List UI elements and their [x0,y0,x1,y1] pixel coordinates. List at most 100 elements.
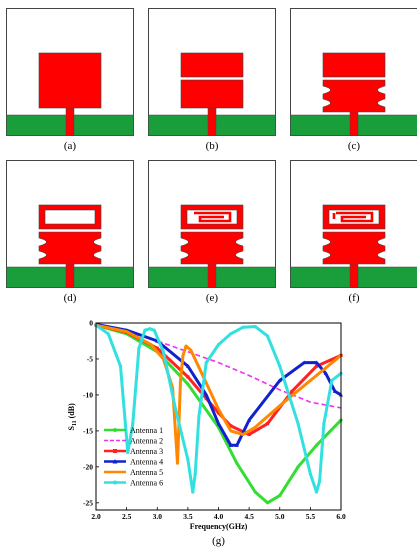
x-tick-label: 6.0 [336,512,346,521]
data-point [193,472,197,476]
legend-label: Antenna 6 [130,479,163,488]
data-point [235,461,239,465]
data-point [314,443,319,447]
notched-patch [180,231,244,265]
legend-label: Antenna 2 [130,437,163,446]
data-point [216,411,221,415]
panel-caption: (f) [348,292,360,304]
y-tick-label: -15 [83,426,93,435]
data-point [229,332,233,336]
data-point [277,378,282,383]
legend-marker [112,459,118,464]
y-tick-label: 0 [89,319,93,328]
panel-caption: (e) [205,292,219,304]
data-point [265,334,270,338]
data-point [216,342,221,347]
data-point [186,458,190,462]
notched-patch [38,231,102,265]
data-point [332,389,337,393]
data-point [126,450,130,455]
data-point [322,422,326,426]
antenna-panel [290,8,417,136]
y-tick-label: -5 [87,354,93,363]
x-tick-label: 5.5 [306,512,316,521]
data-point [308,472,312,476]
legend-label: Antenna 4 [130,458,163,467]
notched-patch [322,79,386,113]
data-point [265,422,270,426]
data-point [247,418,252,422]
x-tick-label: 5.0 [275,512,285,521]
data-point [229,424,233,428]
s11-chart: 2.0 2.5 3.0 3.5 4.0 4.5 5.0 5.5 6.0 0 -5 -10 -15 -20 -… [67,319,346,548]
legend-label: Antenna 5 [130,468,163,477]
panel-caption: (d) [63,292,77,304]
series-line [95,323,343,505]
radiating-patch [38,52,102,109]
data-point [216,421,221,426]
x-tick-label: 4.0 [214,512,224,521]
data-point [290,389,294,393]
data-point [278,364,282,368]
x-tick-label: 2.5 [122,512,132,521]
legend-marker [113,428,117,432]
data-point [106,332,110,336]
data-point [314,360,319,365]
chart-caption: (g) [212,535,225,547]
data-point [253,490,257,494]
upper-patch [322,52,386,78]
spiral-resonator [336,211,374,223]
data-point [241,325,245,329]
data-point [118,364,123,368]
x-tick-label: 2.0 [91,512,101,521]
x-axis-label: Frequency(GHz) [190,522,248,531]
notched-patch [322,231,386,265]
data-point [253,324,257,329]
data-point [197,414,201,419]
data-point [296,465,300,469]
antenna-panel [6,8,134,136]
x-tick-label: 3.5 [183,512,193,521]
data-point [143,328,147,332]
legend-marker [113,480,117,485]
data-point [234,443,239,447]
x-tick-label: 3.0 [153,512,163,521]
ring-slot [44,209,96,225]
data-point [186,382,190,386]
panel-caption: (b) [205,140,219,152]
data-point [155,346,159,350]
data-point [185,364,190,368]
y-axis-label: S11 (dB) [67,403,78,431]
legend-marker [113,449,117,453]
legend-label: Antenna 1 [130,426,163,435]
data-point [330,378,334,383]
antenna-panel [148,8,276,136]
data-point [186,375,190,379]
data-point [278,494,282,498]
data-point [247,432,251,437]
antenna-panel [148,160,276,288]
data-point [228,443,233,447]
panel-caption: (a) [63,140,77,152]
y-tick-label: -20 [83,462,93,471]
data-point [204,392,209,397]
y-tick-label: -10 [83,390,93,399]
upper-patch [180,52,244,78]
data-point [161,350,165,354]
data-point [265,501,270,505]
data-point [314,364,319,368]
data-point [174,407,178,411]
panel-caption: (c) [347,140,361,152]
data-point [204,360,208,365]
spiral-resonator [194,211,232,223]
data-point [152,328,156,332]
data-point [148,327,152,331]
data-point [296,422,300,426]
antenna-panel [290,160,417,288]
data-point [131,422,135,426]
x-tick-label: 4.5 [244,512,254,521]
data-point [317,479,322,483]
series-line [95,323,342,465]
data-point [191,490,195,494]
antenna-panel [6,160,134,288]
